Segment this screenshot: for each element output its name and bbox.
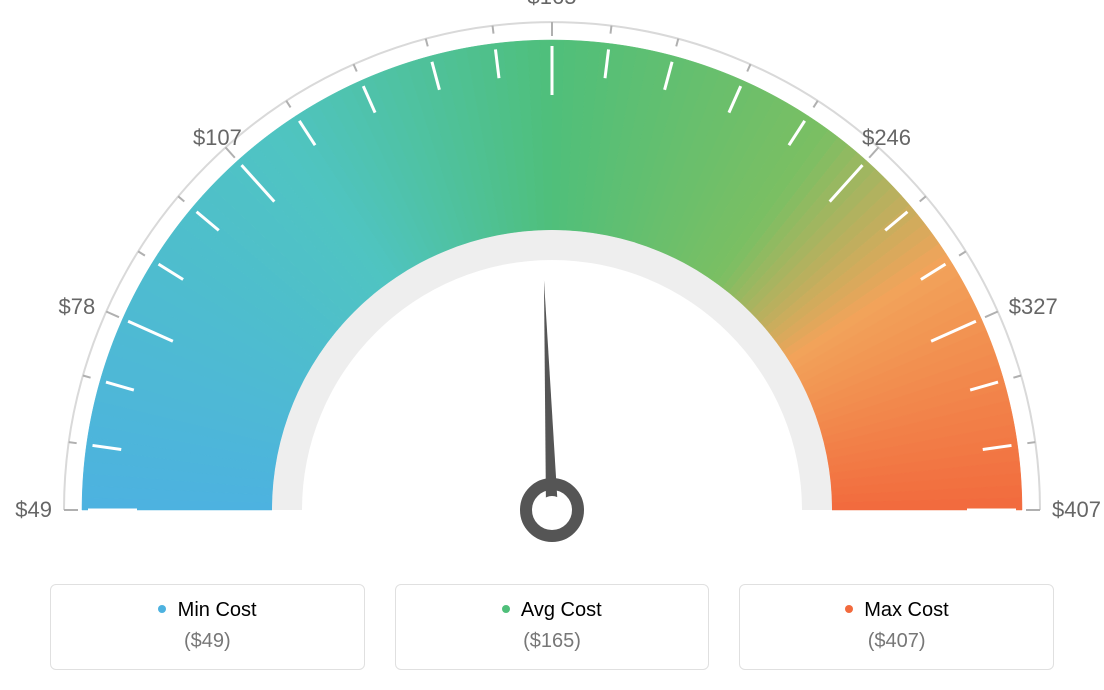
legend-card-max: Max Cost ($407) (739, 584, 1054, 670)
gauge-svg (0, 0, 1104, 570)
legend-dot-avg (502, 605, 510, 613)
legend-row: Min Cost ($49) Avg Cost ($165) Max Cost … (50, 584, 1054, 670)
gauge-tick-label: $407 (1052, 497, 1101, 523)
legend-label-max-text: Max Cost (864, 599, 948, 621)
gauge-area: $49 $78 $107 $165 $246 $327 $407 (0, 0, 1104, 570)
gauge-chart-container: $49 $78 $107 $165 $246 $327 $407 Min Cost ($49… (0, 0, 1104, 690)
legend-card-min: Min Cost ($49) (50, 584, 365, 670)
gauge-tick-label: $49 (15, 497, 52, 523)
legend-value-min: ($49) (71, 630, 344, 653)
gauge-tick-label: $107 (193, 125, 242, 151)
legend-label-min: Min Cost (71, 599, 344, 622)
gauge-tick-label: $165 (528, 0, 577, 10)
legend-label-avg-text: Avg Cost (521, 599, 602, 621)
legend-dot-min (158, 605, 166, 613)
gauge-tick-label: $78 (59, 294, 96, 320)
legend-value-avg: ($165) (416, 630, 689, 653)
legend-card-avg: Avg Cost ($165) (395, 584, 710, 670)
gauge-tick-label: $327 (1009, 294, 1058, 320)
legend-value-max: ($407) (760, 630, 1033, 653)
legend-label-avg: Avg Cost (416, 599, 689, 622)
legend-label-min-text: Min Cost (178, 599, 257, 621)
gauge-tick-label: $246 (862, 125, 911, 151)
legend-label-max: Max Cost (760, 599, 1033, 622)
legend-dot-max (845, 605, 853, 613)
